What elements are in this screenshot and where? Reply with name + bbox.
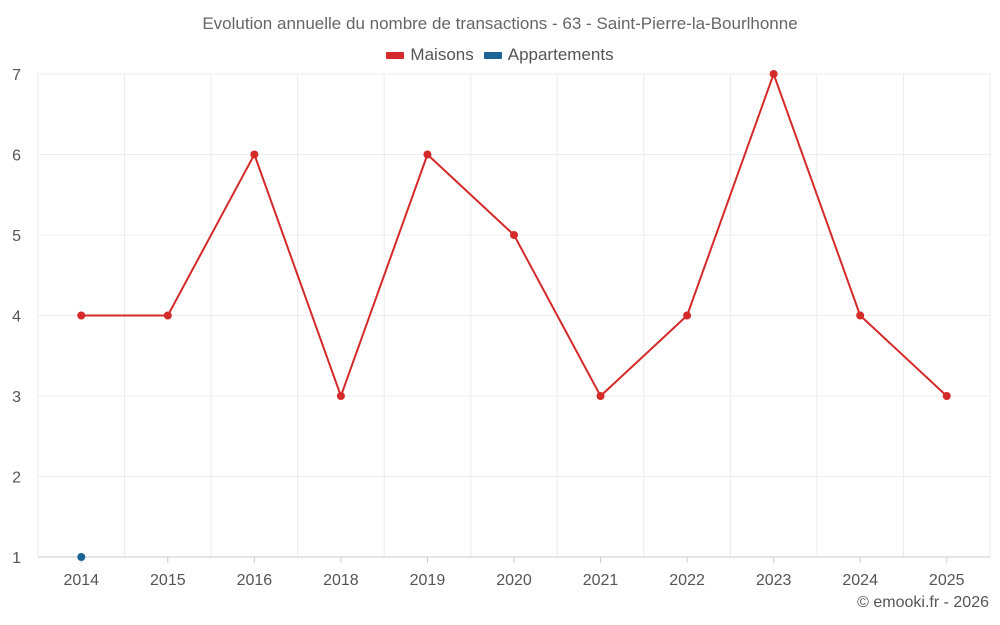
y-tick-label: 7 — [12, 67, 21, 84]
x-tick-label: 2018 — [323, 572, 359, 589]
data-point-maisons — [942, 392, 951, 400]
data-point-maisons — [163, 311, 172, 320]
data-point-maisons — [769, 70, 778, 78]
x-tick-label: 2024 — [842, 572, 878, 589]
y-tick-label: 1 — [12, 550, 21, 567]
data-point-maisons — [77, 311, 86, 320]
x-tick-label: 2019 — [410, 572, 446, 589]
x-tick-label: 2016 — [237, 572, 273, 589]
legend: Maisons Appartements — [0, 45, 1000, 65]
legend-item-maisons[interactable]: Maisons — [386, 45, 474, 65]
y-tick-label: 4 — [12, 309, 21, 326]
y-tick-label: 5 — [12, 228, 21, 245]
chart-title: Evolution annuelle du nombre de transact… — [202, 14, 798, 33]
data-point-maisons — [856, 311, 865, 320]
x-tick-label: 2020 — [496, 572, 532, 589]
data-point-maisons — [683, 311, 692, 320]
y-tick-label: 6 — [12, 148, 21, 165]
data-point-maisons — [336, 392, 345, 400]
y-tick-label: 2 — [12, 470, 21, 487]
x-tick-label: 2021 — [583, 572, 619, 589]
x-tick-label: 2025 — [929, 572, 965, 589]
data-point-appartements — [77, 553, 86, 561]
data-point-maisons — [250, 150, 259, 159]
data-point-maisons — [423, 150, 432, 159]
legend-swatch-maisons — [386, 51, 405, 59]
x-tick-label: 2022 — [669, 572, 705, 589]
legend-label-appartements: Appartements — [507, 45, 614, 64]
x-tick-label: 2015 — [150, 572, 186, 589]
data-point-maisons — [510, 231, 518, 239]
copyright-footer: © emooki.fr - 2026 — [857, 594, 989, 611]
x-tick-label: 2023 — [756, 572, 792, 589]
x-tick-label: 2014 — [63, 572, 99, 589]
legend-item-appartements[interactable]: Appartements — [483, 45, 614, 65]
legend-swatch-appartements — [483, 51, 502, 59]
y-tick-label: 3 — [12, 389, 21, 406]
legend-label-maisons: Maisons — [410, 45, 474, 64]
data-point-maisons — [596, 392, 605, 400]
